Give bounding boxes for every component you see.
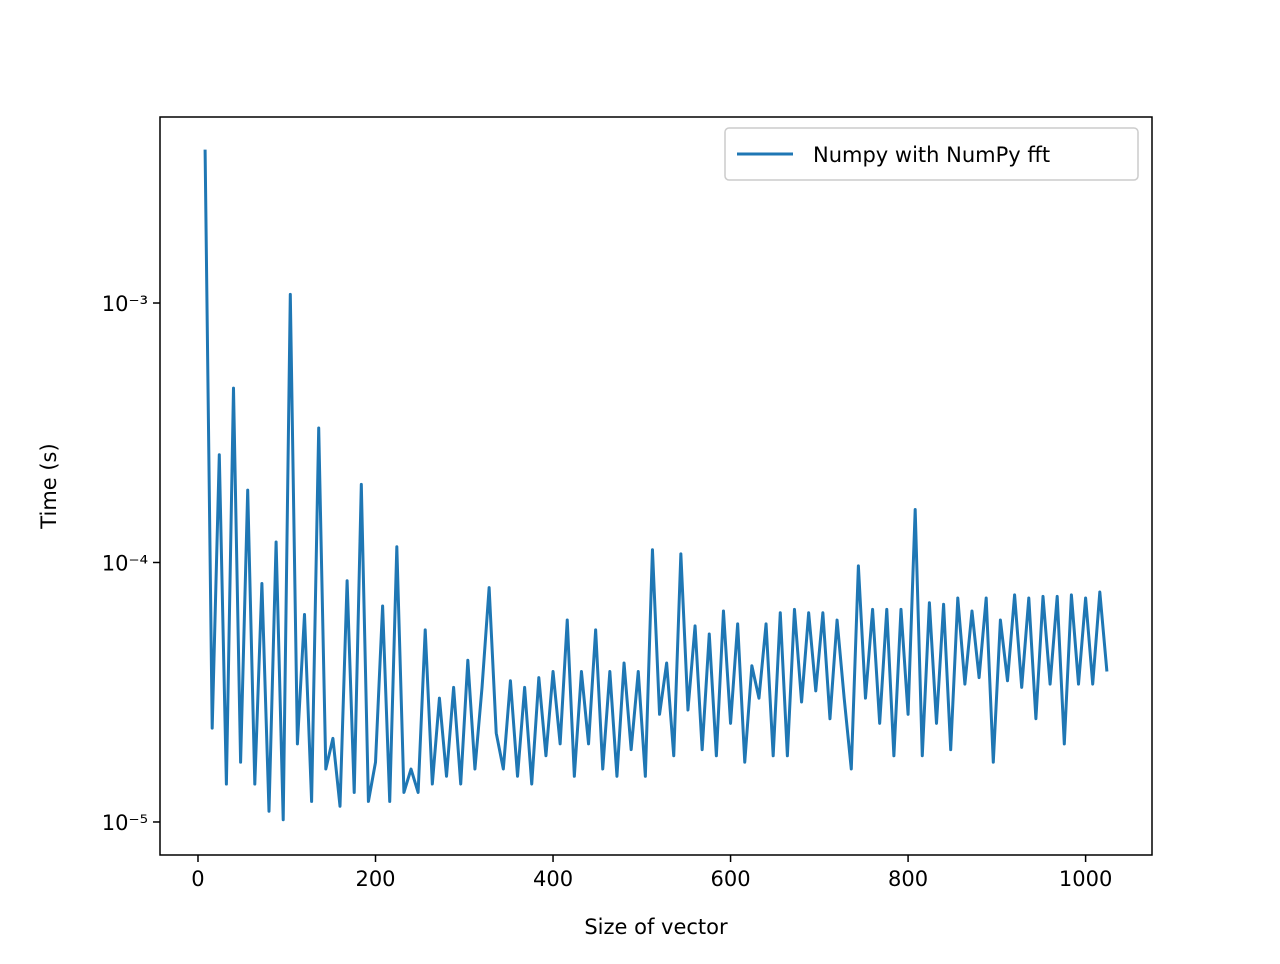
plot-frame — [159, 116, 1153, 856]
line-series — [203, 149, 1109, 822]
y-tick-label: 10⁻⁴ — [102, 551, 148, 575]
x-axis-label: Size of vector — [584, 915, 728, 939]
x-tick-label: 800 — [888, 867, 928, 891]
x-tick-label: 0 — [191, 867, 204, 891]
x-tick-label: 400 — [533, 867, 573, 891]
y-tick-label: 10⁻³ — [102, 292, 148, 316]
x-tick-label: 1000 — [1059, 867, 1112, 891]
y-axis-label: Time (s) — [37, 443, 61, 529]
y-tick-label: 10⁻⁵ — [102, 811, 148, 835]
x-tick-label: 600 — [711, 867, 751, 891]
x-tick-label: 200 — [355, 867, 395, 891]
legend-box — [724, 127, 1139, 181]
legend-label: Numpy with NumPy fft — [813, 143, 1050, 167]
